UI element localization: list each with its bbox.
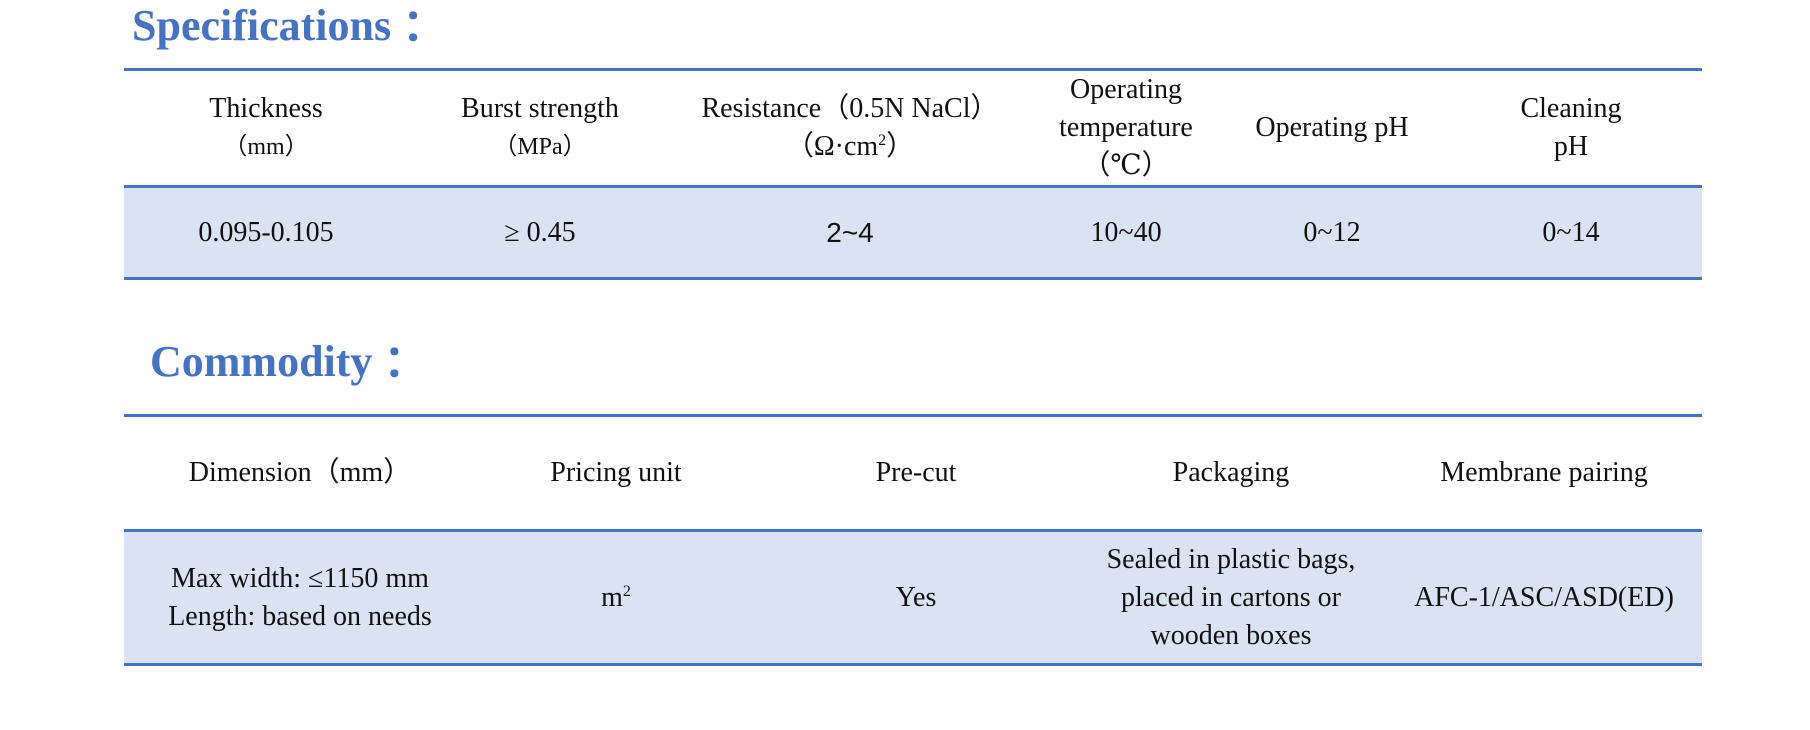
value-membrane-pairing: AFC-1/ASC/ASD(ED)	[1386, 530, 1702, 665]
header-packaging: Packaging	[1172, 457, 1290, 488]
value-packaging: Sealed in plastic bags, placed in carton…	[1076, 530, 1386, 665]
specifications-table: Thickness （mm） Burst strength （MPa） Resi…	[124, 68, 1702, 280]
commodity-title: Commodity ：	[150, 337, 428, 386]
header-operating-ph: Operating pH	[1255, 112, 1409, 143]
header-membrane-pairing: Membrane pairing	[1440, 457, 1648, 488]
value-thickness: 0.095-0.105	[124, 186, 408, 279]
value-operating-ph: 0~12	[1224, 186, 1440, 279]
header-operating-temperature: Operating temperature （℃）	[1059, 74, 1193, 181]
header-burst-strength: Burst strength （MPa）	[461, 93, 619, 160]
header-thickness: Thickness （mm）	[209, 93, 323, 160]
commodity-header-row: Dimension（mm） Pricing unit Pre-cut Packa…	[124, 415, 1702, 531]
value-pricing-unit: m2	[476, 530, 756, 665]
value-pre-cut: Yes	[756, 530, 1076, 665]
header-dimension: Dimension（mm）	[188, 457, 412, 488]
value-dimension: Max width: ≤1150 mm Length: based on nee…	[124, 530, 476, 665]
header-pre-cut: Pre-cut	[875, 457, 957, 488]
header-pricing-unit: Pricing unit	[550, 457, 682, 488]
value-cleaning-ph: 0~14	[1440, 186, 1702, 279]
value-burst-strength: ≥ 0.45	[408, 186, 672, 279]
specifications-title: Specifications ：	[132, 1, 447, 50]
header-resistance: Resistance（0.5N NaCl） （Ω·cm2）	[701, 93, 999, 162]
specifications-header-row: Thickness （mm） Burst strength （MPa） Resi…	[124, 69, 1702, 187]
value-operating-temperature: 10~40	[1028, 186, 1224, 279]
header-cleaning-ph: Cleaning pH	[1520, 93, 1622, 162]
commodity-table: Dimension（mm） Pricing unit Pre-cut Packa…	[124, 414, 1702, 666]
value-resistance: 2~4	[672, 186, 1028, 279]
commodity-value-row: Max width: ≤1150 mm Length: based on nee…	[124, 530, 1702, 665]
specifications-value-row: 0.095-0.105 ≥ 0.45 2~4 10~40 0~12 0~14	[124, 186, 1702, 279]
